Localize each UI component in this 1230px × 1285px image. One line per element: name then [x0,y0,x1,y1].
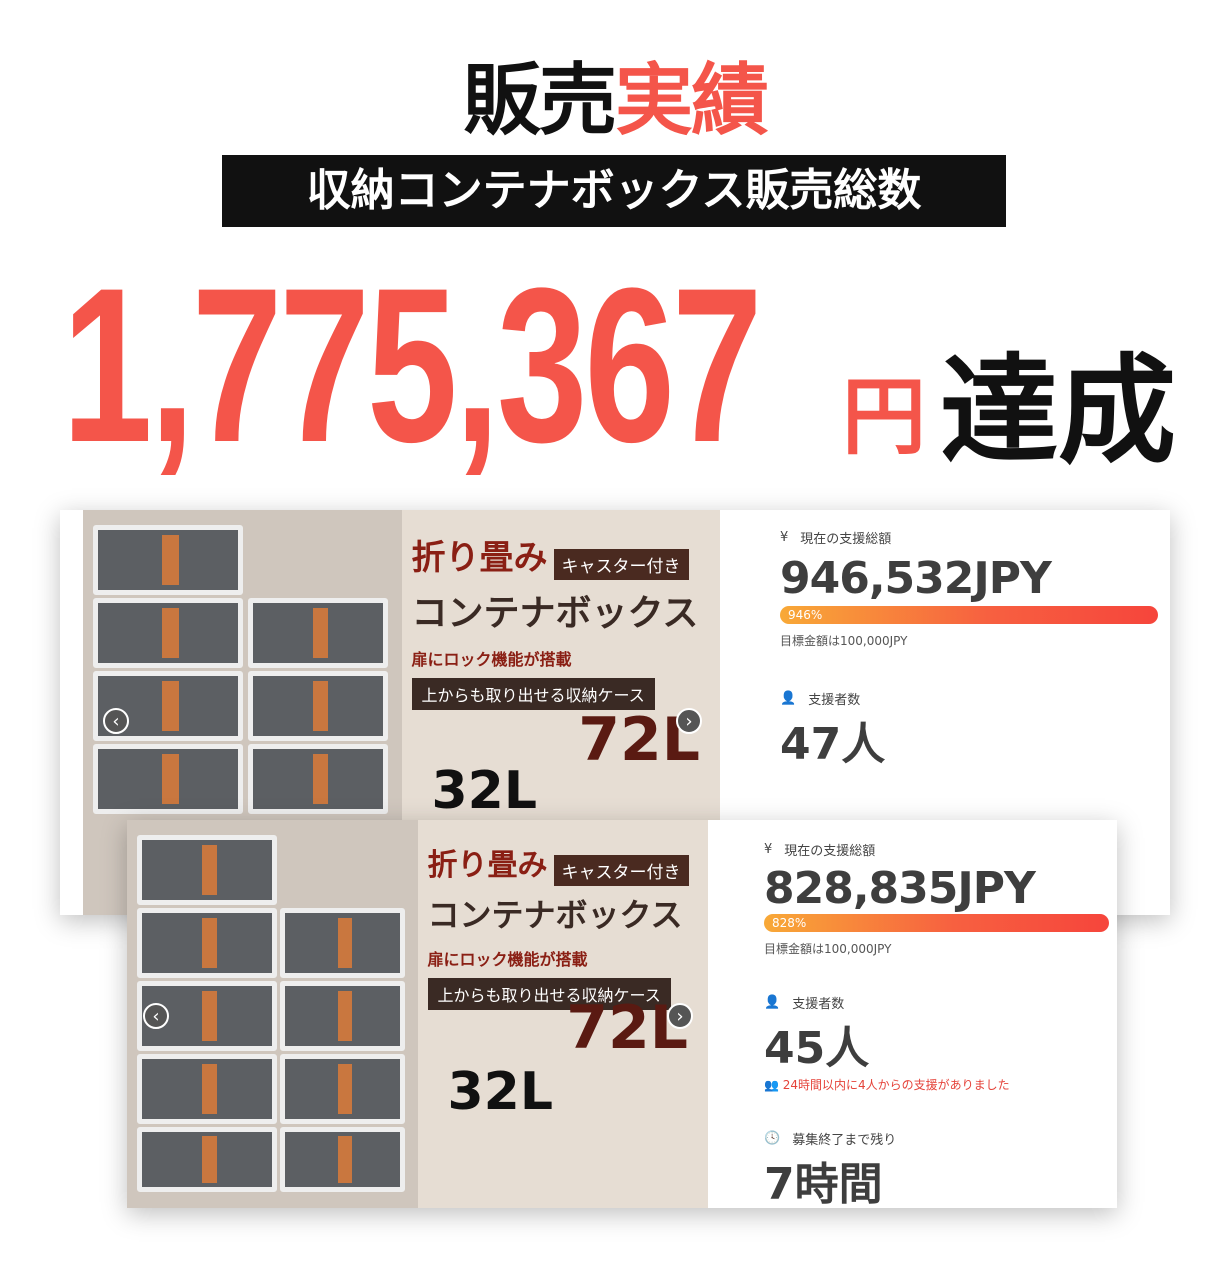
shelf-photo [83,510,402,915]
amount: 828,835JPY [764,863,1036,914]
amount-label: 現在の支援総額 [800,532,892,547]
feature-1: 扉にロック機能が搭載 [411,650,572,669]
promo-panel: 折り畳み キャスター付き コンテナボックス 扉にロック機能が搭載 上からも取り出せ… [417,820,708,1208]
yen-icon: ¥ [780,530,789,545]
goal: 目標金額は100,000JPY [780,634,908,648]
size-small: 32L [431,761,538,821]
yen-icon: ¥ [764,842,773,857]
user-icon: 👤 [764,995,781,1010]
goal: 目標金額は100,000JPY [764,942,892,956]
page-title: 販売実績 [0,38,1230,150]
amount: 946,532JPY [780,553,1052,604]
campaign-card-2: 折り畳み キャスター付き コンテナボックス 扉にロック機能が搭載 上からも取り出せ… [127,820,1117,1210]
remaining-label: 募集終了まで残り [792,1133,897,1148]
prev-arrow-icon[interactable]: ‹ [103,708,129,734]
size-small: 32L [447,1062,554,1122]
product-name: コンテナボックス [427,896,683,934]
feature-1: 扉にロック機能が搭載 [427,950,588,969]
backers-label: 支援者数 [808,693,861,708]
achieved: 達成 [940,342,1177,480]
banner: 収納コンテナボックス販売総数 [222,155,1006,227]
product-name: コンテナボックス [411,593,699,634]
recent-text: 24時間以内に4人からの支援がありました [782,1078,1010,1092]
user-icon: 👤 [780,691,797,706]
currency: 円 [842,368,927,466]
clock-icon: 🕓 [764,1131,781,1146]
title-red: 実績 [615,56,769,146]
shelf-photo [127,820,418,1208]
headline: 折り畳み [427,848,548,883]
progress-bar: 828% [764,914,1109,932]
remaining: 7時間 [764,1159,883,1210]
amount-label: 現在の支援総額 [784,844,876,859]
product-image: 折り畳み キャスター付き コンテナボックス 扉にロック機能が搭載 上からも取り出せ… [127,820,708,1208]
tag: キャスター付き [553,549,689,580]
recent-backers: 👥 24時間以内に4人からの支援がありました [764,1076,1109,1093]
tag: キャスター付き [553,855,689,886]
progress-bar: 946% [780,606,1158,624]
backers-label: 支援者数 [792,997,845,1012]
prev-arrow-icon[interactable]: ‹ [143,1003,169,1029]
headline: 折り畳み [411,538,548,578]
next-arrow-icon[interactable]: › [667,1003,693,1029]
feature-2: 上からも取り出せる収納ケース [427,978,671,1010]
size-large: 72L [566,993,688,1063]
stats-panel: ¥ 現在の支援総額 828,835JPY 828% 目標金額は100,000JPY… [764,820,1109,1210]
backers: 45人 [764,1023,870,1074]
title-black: 販売 [462,56,617,146]
next-arrow-icon[interactable]: › [676,708,702,734]
feature-2: 上からも取り出せる収納ケース [411,678,655,710]
total-amount: 1,775,367 [62,242,763,488]
users-icon: 👥 [764,1078,779,1092]
backers: 47人 [780,719,886,770]
